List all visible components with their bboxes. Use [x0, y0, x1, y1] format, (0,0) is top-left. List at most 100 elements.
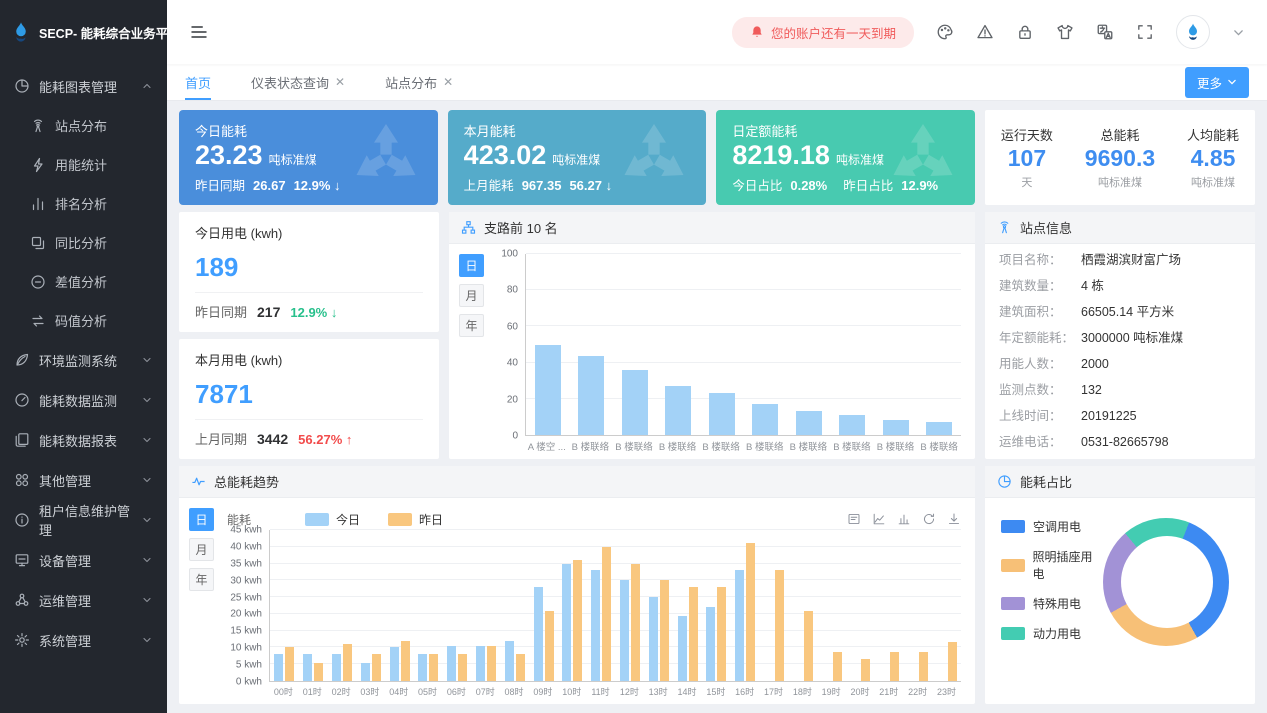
trend-bar[interactable] [717, 587, 727, 681]
trend-bar[interactable] [458, 654, 468, 681]
month-energy-card[interactable]: 本月能耗 423.02 吨标准煤 上月能耗 967.35 56.27 ↓ [447, 110, 707, 205]
period-toggle-btn[interactable]: 月 [189, 538, 214, 561]
today-energy-card[interactable]: 今日能耗 23.23 吨标准煤 昨日同期 26.67 12.9% ↓ [179, 110, 438, 205]
trend-bar[interactable] [602, 546, 612, 681]
period-toggle-active[interactable]: 日 [459, 254, 484, 277]
trend-bar[interactable] [688, 587, 698, 681]
trend-bar[interactable] [515, 654, 525, 681]
tab-close-icon[interactable]: ✕ [335, 75, 346, 89]
trend-bar[interactable] [314, 662, 324, 681]
trend-bar[interactable] [400, 640, 410, 681]
sidebar-item[interactable]: 能耗数据报表 [0, 420, 167, 460]
rank-bar[interactable] [926, 422, 953, 435]
trend-bar[interactable] [591, 570, 601, 681]
more-button[interactable]: 更多 [1184, 66, 1249, 98]
trend-bar[interactable] [630, 563, 640, 681]
rank-bar[interactable] [665, 386, 692, 435]
rank-bar[interactable] [882, 419, 909, 435]
donut-legend-item[interactable]: 照明插座用电 [1001, 548, 1103, 582]
warning-icon[interactable] [976, 23, 994, 41]
sidebar-subitem[interactable]: 码值分析 [0, 301, 167, 340]
legend-item[interactable]: 昨日 [388, 511, 443, 528]
period-toggle-btn[interactable]: 年 [459, 314, 484, 337]
trend-bar[interactable] [706, 607, 716, 681]
lock-icon[interactable] [1016, 23, 1034, 41]
trend-bar[interactable] [648, 597, 658, 681]
trend-bar[interactable] [544, 610, 554, 681]
period-toggle-btn[interactable]: 月 [459, 284, 484, 307]
trend-bar[interactable] [285, 647, 295, 681]
trend-bar[interactable] [619, 580, 629, 681]
trend-bar[interactable] [504, 640, 514, 681]
data-view-icon[interactable] [847, 512, 861, 526]
bar-chart-icon[interactable] [897, 512, 911, 526]
account-expiry-alert[interactable]: 您的账户还有一天到期 [731, 16, 914, 48]
rank-bar[interactable] [708, 393, 735, 435]
trend-bar[interactable] [303, 654, 313, 681]
sidebar-item[interactable]: 能耗数据监测 [0, 380, 167, 420]
trend-bar[interactable] [274, 654, 284, 681]
trend-bar[interactable] [832, 652, 842, 681]
palette-icon[interactable] [936, 23, 954, 41]
rank-bar[interactable] [752, 404, 779, 435]
daily-quota-card[interactable]: 日定额能耗 8219.18 吨标准煤 今日占比 0.28% 昨日占比 12.9% [716, 110, 976, 205]
trend-bar[interactable] [371, 654, 381, 681]
donut-legend-item[interactable]: 特殊用电 [1001, 595, 1103, 612]
sidebar-item[interactable]: 租户信息维护管理 [0, 500, 167, 540]
sidebar-item[interactable]: 其他管理 [0, 460, 167, 500]
trend-bar[interactable] [418, 654, 428, 681]
sidebar-item[interactable]: 系统管理 [0, 620, 167, 660]
trend-bar[interactable] [429, 654, 439, 681]
trend-bar[interactable] [360, 662, 370, 681]
sidebar-subitem[interactable]: 差值分析 [0, 262, 167, 301]
trend-bar[interactable] [447, 645, 457, 681]
trend-bar[interactable] [331, 654, 341, 681]
trend-bar[interactable] [562, 563, 572, 681]
trend-bar[interactable] [890, 652, 900, 681]
fullscreen-icon[interactable] [1136, 23, 1154, 41]
tab-active[interactable]: 首页 [185, 64, 212, 100]
trend-bar[interactable] [659, 580, 669, 681]
sidebar-item[interactable]: 运维管理 [0, 580, 167, 620]
trend-bar[interactable] [342, 644, 352, 681]
sidebar-item[interactable]: 环境监测系统 [0, 340, 167, 380]
trend-bar[interactable] [573, 560, 583, 681]
trend-bar[interactable] [861, 659, 871, 681]
trend-bar[interactable] [475, 645, 485, 681]
tshirt-icon[interactable] [1056, 23, 1074, 41]
trend-bar[interactable] [774, 570, 784, 681]
trend-bar[interactable] [486, 645, 496, 681]
trend-bar[interactable] [746, 543, 756, 681]
sidebar-item[interactable]: 能耗图表管理 [0, 66, 167, 106]
trend-bar[interactable] [735, 570, 745, 681]
trend-bar[interactable] [803, 610, 813, 681]
tab-item[interactable]: 仪表状态查询 ✕ [251, 64, 345, 100]
rank-bar[interactable] [839, 415, 866, 435]
restore-icon[interactable] [922, 512, 936, 526]
trend-bar[interactable] [947, 642, 957, 681]
sidebar-subitem[interactable]: 同比分析 [0, 223, 167, 262]
sidebar-subitem[interactable]: 站点分布 [0, 106, 167, 145]
trend-bar[interactable] [918, 652, 928, 681]
avatar[interactable] [1176, 15, 1210, 49]
trend-bar[interactable] [533, 587, 543, 681]
collapse-menu-icon[interactable] [189, 22, 209, 42]
tab-item[interactable]: 站点分布 ✕ [385, 64, 453, 100]
sidebar-subitem[interactable]: 用能统计 [0, 145, 167, 184]
line-chart-icon[interactable] [872, 512, 886, 526]
legend-item[interactable]: 今日 [305, 511, 360, 528]
donut-legend-item[interactable]: 动力用电 [1001, 625, 1103, 642]
rank-bar[interactable] [534, 344, 561, 435]
sidebar-item[interactable]: 设备管理 [0, 540, 167, 580]
donut-legend-item[interactable]: 空调用电 [1001, 518, 1103, 535]
rank-bar[interactable] [795, 410, 822, 435]
language-icon[interactable] [1096, 23, 1114, 41]
period-toggle-active[interactable]: 日 [189, 508, 214, 531]
period-toggle-btn[interactable]: 年 [189, 568, 214, 591]
trend-bar[interactable] [389, 647, 399, 681]
rank-bar[interactable] [621, 369, 648, 435]
user-menu-chevron-down-icon[interactable] [1232, 26, 1245, 39]
rank-bar[interactable] [578, 356, 605, 435]
trend-bar[interactable] [677, 615, 687, 681]
download-icon[interactable] [947, 512, 961, 526]
